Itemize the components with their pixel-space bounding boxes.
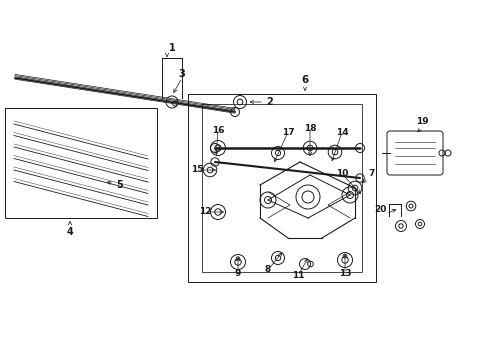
Text: 1: 1 (168, 43, 175, 53)
Bar (5, 108, 157, 218)
Text: 18: 18 (303, 123, 316, 132)
Text: 15: 15 (190, 166, 203, 175)
Text: 2: 2 (266, 97, 273, 107)
Text: 19: 19 (415, 117, 427, 126)
Text: 4: 4 (66, 227, 73, 237)
Text: 9: 9 (234, 270, 241, 279)
Text: 17: 17 (281, 127, 294, 136)
Text: 6: 6 (301, 75, 308, 85)
Text: 20: 20 (373, 206, 386, 215)
Text: 16: 16 (211, 126, 224, 135)
Text: 12: 12 (198, 207, 211, 216)
Text: 10: 10 (335, 170, 347, 179)
Text: 7: 7 (368, 170, 374, 179)
Bar (202, 104, 361, 272)
Text: 13: 13 (338, 270, 350, 279)
Text: 11: 11 (291, 271, 304, 280)
Bar (187, 94, 375, 282)
Text: 3: 3 (178, 69, 185, 79)
Text: 5: 5 (116, 180, 123, 190)
Text: 8: 8 (264, 266, 270, 274)
Text: 14: 14 (335, 127, 347, 136)
